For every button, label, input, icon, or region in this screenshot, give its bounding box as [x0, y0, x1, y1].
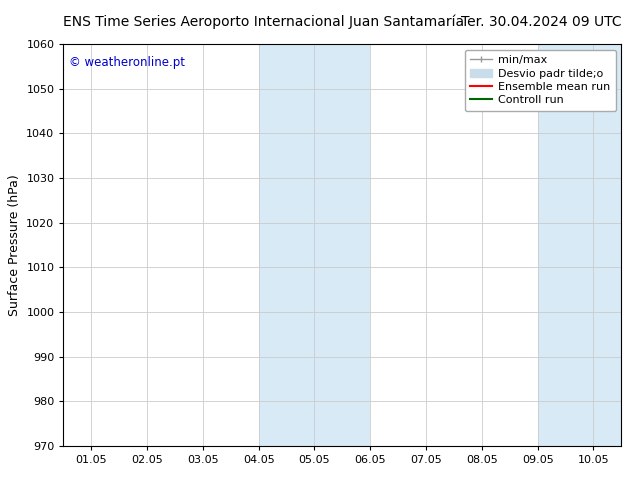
Legend: min/max, Desvio padr tilde;o, Ensemble mean run, Controll run: min/max, Desvio padr tilde;o, Ensemble m… — [465, 49, 616, 111]
Bar — [259, 44, 370, 446]
Text: Ter. 30.04.2024 09 UTC: Ter. 30.04.2024 09 UTC — [461, 15, 621, 29]
Bar — [538, 44, 621, 446]
Text: ENS Time Series Aeroporto Internacional Juan Santamaría: ENS Time Series Aeroporto Internacional … — [63, 15, 465, 29]
Y-axis label: Surface Pressure (hPa): Surface Pressure (hPa) — [8, 174, 21, 316]
Text: © weatheronline.pt: © weatheronline.pt — [69, 56, 185, 69]
